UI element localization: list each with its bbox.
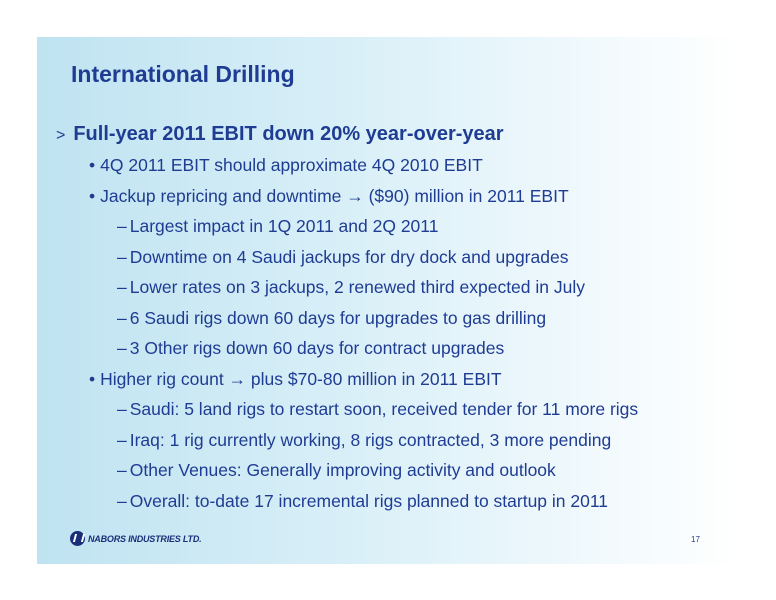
bullet-text: 4Q 2011 EBIT should approximate 4Q 2010 … — [100, 155, 483, 175]
dash-text: Iraq: 1 rig currently working, 8 rigs co… — [129, 430, 612, 450]
dash-marker: – — [117, 399, 127, 419]
dash-item-saudi-rigs: –6 Saudi rigs down 60 days for upgrades … — [117, 308, 546, 329]
dash-item-largest-impact: – Largest impact in 1Q 2011 and 2Q 2011 — [117, 216, 438, 237]
dash-item-other-rigs: –3 Other rigs down 60 days for contract … — [117, 338, 504, 359]
dash-item-other-venues: – Other Venues: Generally improving activ… — [117, 460, 556, 481]
dash-text: Overall: to-date 17 incremental rigs pla… — [129, 491, 609, 511]
dash-text: Largest impact in 1Q 2011 and 2Q 2011 — [129, 216, 439, 236]
dash-marker: – — [117, 277, 127, 297]
bullet-text: Jackup repricing and downtime → ($90) mi… — [100, 186, 569, 206]
dash-item-lower-rates: – Lower rates on 3 jackups, 2 renewed thi… — [117, 277, 585, 298]
bullet-marker: • — [89, 186, 96, 206]
dash-text: 6 Saudi rigs down 60 days for upgrades t… — [129, 308, 547, 328]
dash-text: 3 Other rigs down 60 days for contract u… — [129, 338, 505, 358]
dash-text: Lower rates on 3 jackups, 2 renewed thir… — [129, 277, 585, 297]
dash-marker: – — [117, 216, 127, 236]
dash-marker: – — [117, 491, 127, 511]
nabors-logo-icon — [70, 531, 85, 546]
page-number: 17 — [691, 535, 700, 544]
main-bullet-text: Full-year 2011 EBIT down 20% year-over-y… — [73, 123, 504, 145]
slide: International Drilling > Full-year 2011 E… — [37, 37, 740, 564]
bullet-higher-rig-count: • Higher rig count → plus $70-80 million … — [89, 369, 502, 390]
dash-text: Saudi: 5 land rigs to restart soon, rece… — [129, 399, 639, 419]
dash-text: Downtime on 4 Saudi jackups for dry dock… — [129, 247, 569, 267]
dash-marker: – — [117, 430, 127, 450]
logo-text: NABORS INDUSTRIES LTD. — [88, 533, 202, 544]
bullet-marker: • — [89, 369, 96, 389]
main-bullet: > Full-year 2011 EBIT down 20% year-over-… — [56, 123, 504, 146]
bullet-text: Higher rig count → plus $70-80 million i… — [100, 369, 502, 389]
dash-marker: – — [117, 460, 127, 480]
dash-item-saudi-land-rigs: – Saudi: 5 land rigs to restart soon, rec… — [117, 399, 638, 420]
dash-item-overall: – Overall: to-date 17 incremental rigs pl… — [117, 491, 608, 512]
dash-marker: – — [117, 247, 127, 267]
dash-item-iraq: – Iraq: 1 rig currently working, 8 rigs c… — [117, 430, 611, 451]
dash-text: Other Venues: Generally improving activi… — [129, 460, 556, 480]
bullet-ebit-approx: • 4Q 2011 EBIT should approximate 4Q 2010… — [89, 155, 483, 176]
dash-marker: – — [117, 308, 127, 328]
bullet-jackup-repricing: • Jackup repricing and downtime → ($90) m… — [89, 186, 569, 207]
bullet-marker: • — [89, 155, 96, 175]
bullet-marker: > — [56, 127, 66, 144]
dash-marker: – — [117, 338, 127, 358]
dash-item-saudi-jackups: – Downtime on 4 Saudi jackups for dry doc… — [117, 247, 568, 268]
slide-title: International Drilling — [71, 61, 295, 87]
company-logo: NABORS INDUSTRIES LTD. — [70, 531, 202, 546]
